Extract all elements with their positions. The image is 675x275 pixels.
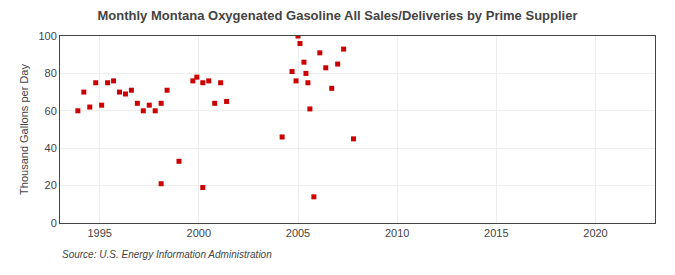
svg-text:Thousand Gallons per Day: Thousand Gallons per Day bbox=[18, 64, 30, 195]
svg-text:80: 80 bbox=[45, 67, 57, 79]
svg-text:100: 100 bbox=[38, 30, 56, 42]
svg-text:60: 60 bbox=[45, 105, 57, 117]
svg-text:20: 20 bbox=[45, 179, 57, 191]
svg-text:2020: 2020 bbox=[583, 227, 607, 239]
svg-text:Monthly Montana Oxygenated Gas: Monthly Montana Oxygenated Gasoline All … bbox=[98, 8, 578, 23]
svg-text:Source: U.S. Energy Informatio: Source: U.S. Energy Information Administ… bbox=[62, 249, 272, 260]
svg-text:2005: 2005 bbox=[286, 227, 310, 239]
svg-text:2010: 2010 bbox=[385, 227, 409, 239]
svg-text:0: 0 bbox=[51, 217, 57, 229]
svg-text:40: 40 bbox=[45, 142, 57, 154]
svg-text:2000: 2000 bbox=[187, 227, 211, 239]
svg-text:2015: 2015 bbox=[484, 227, 508, 239]
svg-text:1995: 1995 bbox=[87, 227, 111, 239]
